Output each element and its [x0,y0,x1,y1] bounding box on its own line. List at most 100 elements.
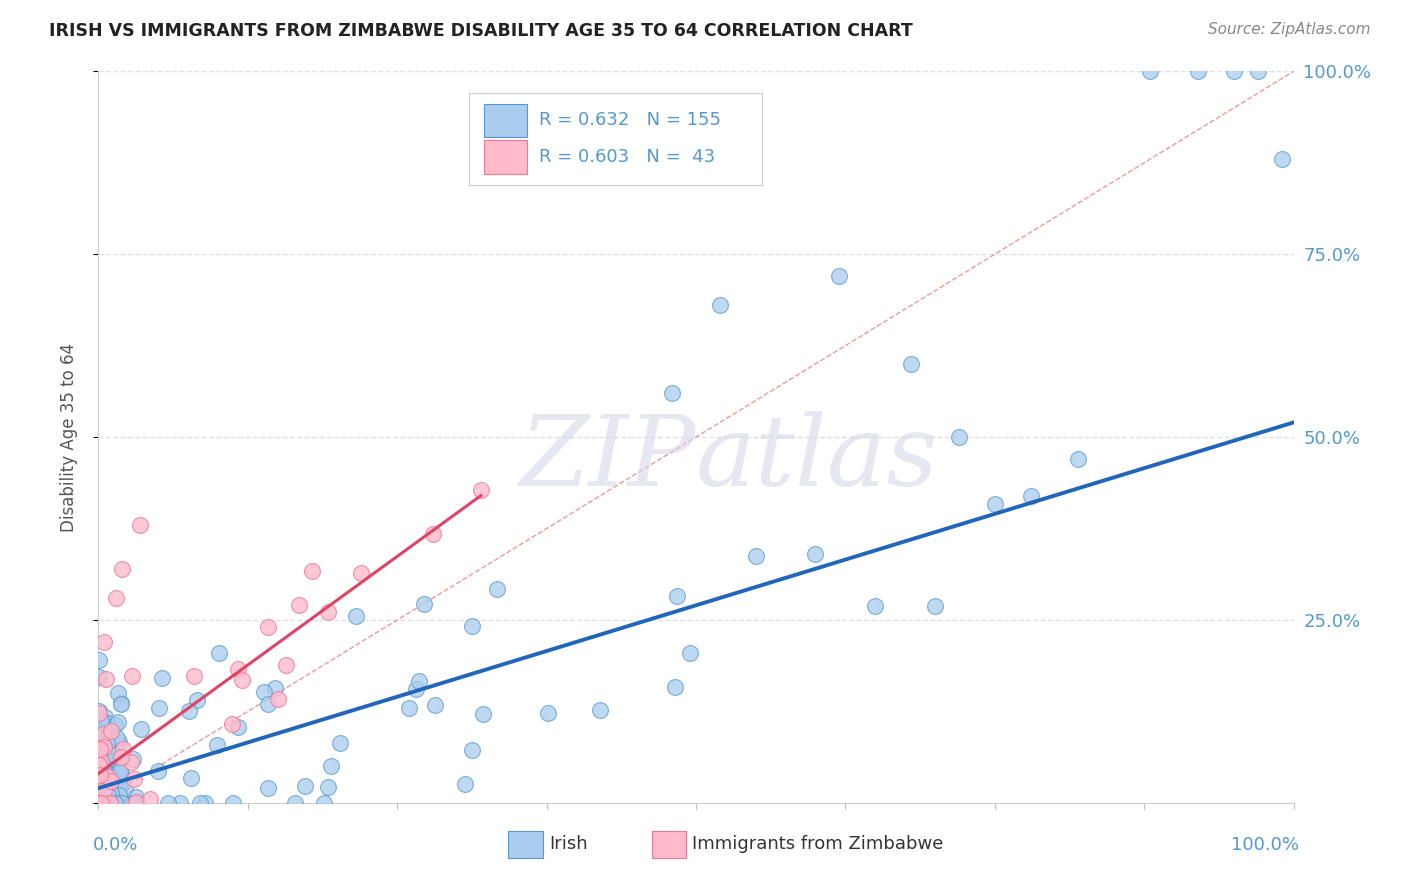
Point [97,796,120,810]
Point [87,753,110,767]
Point [104,796,127,810]
Point [107,686,129,700]
Point [94,748,117,763]
Point [87,796,110,810]
Point [263,681,285,695]
Point [94,756,117,770]
Point [125,796,148,810]
Point [93,751,115,765]
Point [111,796,134,810]
Point [94,715,117,730]
Point [804,547,827,561]
Point [169,796,191,810]
Point [104,718,127,732]
Text: 100.0%: 100.0% [1232,836,1299,854]
Point [89,796,111,810]
Point [100,774,122,789]
Point [108,789,131,803]
Text: atlas: atlas [696,411,939,507]
Point [104,796,127,810]
Point [87,770,110,784]
Point [87,750,110,764]
Point [91,796,114,810]
Point [90,796,112,810]
Point [100,796,122,810]
Point [97,772,120,787]
Point [110,750,132,764]
Point [274,657,297,672]
Point [91,793,114,807]
Point [257,780,280,795]
Point [186,693,208,707]
Point [93,796,115,810]
Point [87,704,110,718]
Point [96,736,118,750]
Point [454,777,477,791]
Point [180,771,202,785]
Point [94,710,117,724]
Point [89,756,111,771]
Point [471,707,494,722]
Point [110,698,132,712]
Point [94,789,117,804]
Point [96,715,118,730]
Text: Source: ZipAtlas.com: Source: ZipAtlas.com [1208,22,1371,37]
Point [256,619,278,633]
Point [900,357,922,371]
Point [221,716,243,731]
Point [110,777,132,791]
Point [93,796,115,810]
Text: ZIP: ZIP [520,411,696,507]
Point [100,796,122,810]
Point [314,796,336,810]
Point [486,582,509,596]
Point [91,796,114,810]
Point [253,684,276,698]
Point [188,796,211,810]
Point [1271,152,1294,166]
Point [111,742,134,756]
Point [90,796,112,810]
Point [90,763,112,777]
Point [124,772,146,787]
Point [661,386,683,401]
Point [87,796,110,810]
Point [89,796,111,810]
Point [98,796,121,810]
Point [87,796,110,810]
Point [108,779,131,793]
Point [87,763,110,777]
Point [89,788,111,802]
Point [105,731,128,745]
Point [745,549,768,563]
Point [1019,489,1042,503]
Point [91,796,114,810]
Point [107,715,129,730]
Point [90,796,112,810]
Point [138,792,160,806]
Point [344,608,367,623]
Point [228,720,250,734]
Point [408,674,430,689]
Point [97,753,120,767]
Point [103,743,125,757]
Point [301,565,323,579]
Point [398,700,420,714]
Point [405,681,427,696]
Point [93,635,115,649]
FancyBboxPatch shape [652,831,686,858]
Point [100,723,122,738]
Point [98,768,121,782]
Point [470,483,492,498]
Point [96,772,118,787]
Point [108,765,131,780]
FancyBboxPatch shape [509,831,543,858]
Point [93,739,115,754]
Text: IRISH VS IMMIGRANTS FROM ZIMBABWE DISABILITY AGE 35 TO 64 CORRELATION CHART: IRISH VS IMMIGRANTS FROM ZIMBABWE DISABI… [49,22,912,40]
Point [87,796,110,810]
Point [87,727,110,741]
Point [461,619,484,633]
Point [94,796,117,810]
Point [413,597,436,611]
Point [87,757,110,772]
